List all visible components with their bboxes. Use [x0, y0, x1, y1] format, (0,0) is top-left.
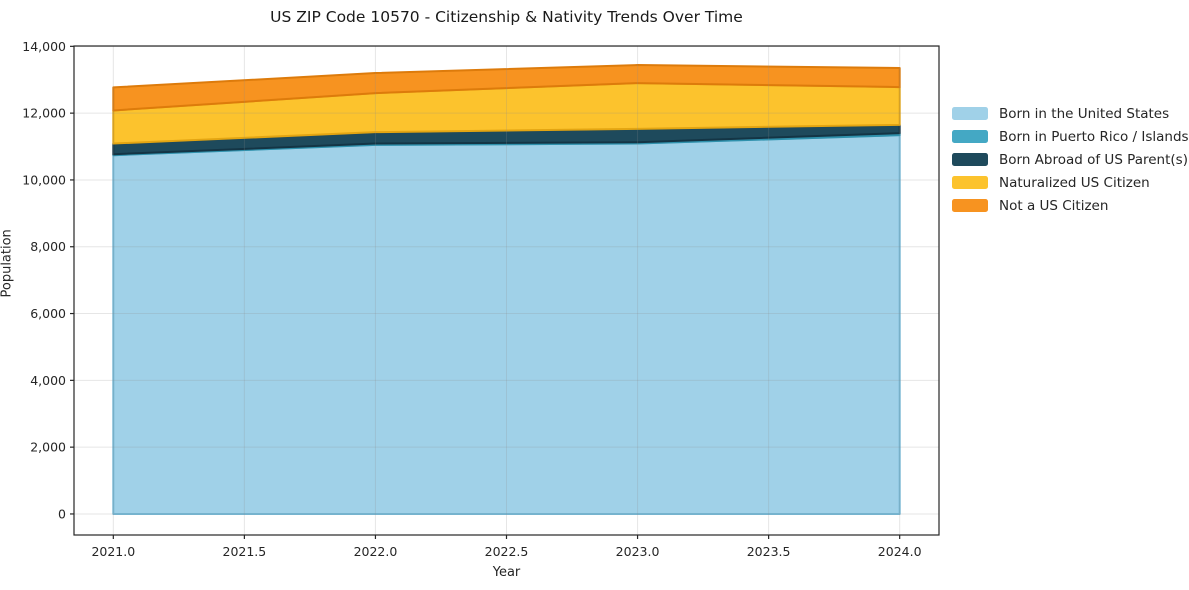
legend-label: Born Abroad of US Parent(s)	[999, 151, 1188, 168]
legend-swatch	[952, 107, 988, 120]
x-tick-label: 2022.5	[485, 544, 529, 559]
y-tick-label: 0	[58, 506, 66, 521]
legend-swatch	[952, 153, 988, 166]
y-tick-label: 10,000	[22, 172, 66, 187]
x-tick-label: 2024.0	[878, 544, 922, 559]
x-axis-label: Year	[492, 565, 521, 580]
legend-label: Born in Puerto Rico / Islands	[999, 128, 1189, 145]
series-area	[113, 135, 900, 514]
legend-item: Born in the United States	[952, 102, 1189, 125]
legend-swatch	[952, 176, 988, 189]
x-tick-label: 2023.0	[616, 544, 660, 559]
legend-label: Naturalized US Citizen	[999, 174, 1150, 191]
series-edge	[112, 64, 901, 112]
y-tick-label: 2,000	[30, 440, 66, 455]
x-tick-label: 2022.0	[354, 544, 398, 559]
legend-label: Not a US Citizen	[999, 197, 1109, 214]
legend-item: Born Abroad of US Parent(s)	[952, 148, 1189, 171]
x-tick-label: 2023.5	[747, 544, 791, 559]
legend-swatch	[952, 199, 988, 212]
legend-swatch	[952, 130, 988, 143]
x-tick-label: 2021.0	[91, 544, 135, 559]
y-tick-label: 14,000	[22, 39, 66, 54]
legend: Born in the United States Born in Puerto …	[952, 102, 1189, 217]
x-tick-label: 2021.5	[223, 544, 267, 559]
legend-item: Naturalized US Citizen	[952, 171, 1189, 194]
legend-item: Not a US Citizen	[952, 194, 1189, 217]
legend-label: Born in the United States	[999, 105, 1170, 122]
y-tick-label: 6,000	[30, 306, 66, 321]
series-area	[113, 124, 900, 155]
chart-title: US ZIP Code 10570 - Citizenship & Nativi…	[270, 8, 743, 26]
y-tick-label: 8,000	[30, 239, 66, 254]
y-tick-label: 12,000	[22, 106, 66, 121]
y-tick-label: 4,000	[30, 373, 66, 388]
y-axis-label: Population	[0, 229, 15, 298]
legend-item: Born in Puerto Rico / Islands	[952, 125, 1189, 148]
